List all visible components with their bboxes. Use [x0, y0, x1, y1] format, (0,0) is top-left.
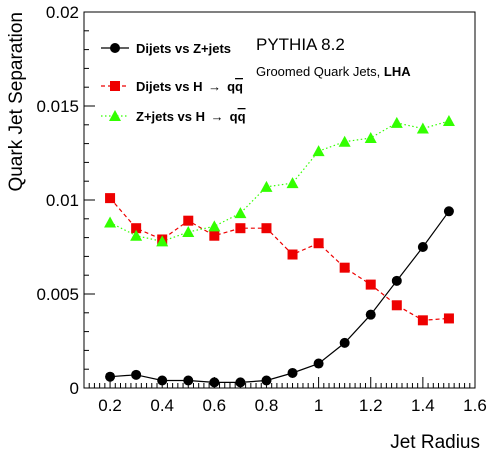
y-tick-label: 0.01 — [46, 191, 79, 210]
x-tick-label: 0.4 — [150, 396, 174, 415]
data-point-zjets-vs-h — [390, 116, 403, 128]
data-point-dijets-vs-zjets — [261, 375, 272, 386]
y-tick-label: 0.005 — [36, 285, 79, 304]
legend-label-dijets-vs-h: Dijets vs H → qq — [136, 79, 243, 94]
annotation-title: PYTHIA 8.2 — [256, 35, 345, 54]
data-point-zjets-vs-h — [364, 131, 377, 143]
annotation-subtitle-bold: LHA — [384, 64, 411, 79]
data-point-zjets-vs-h — [130, 229, 143, 241]
data-point-dijets-vs-zjets — [339, 337, 350, 348]
y-tick-label: 0 — [70, 379, 79, 398]
series-line-zjets-vs-h — [109, 120, 450, 243]
legend-label-dijets-vs-zjets: Dijets vs Z+jets — [136, 41, 231, 56]
data-point-zjets-vs-h — [442, 115, 455, 127]
data-point-zjets-vs-h — [208, 220, 221, 232]
data-point-dijets-vs-zjets — [105, 371, 116, 382]
data-point-dijets-vs-h — [417, 315, 428, 326]
data-point-zjets-vs-h — [260, 180, 273, 192]
data-point-dijets-vs-h — [131, 223, 142, 234]
legend-entry-dijets-vs-zjets: Dijets vs Z+jets — [101, 41, 231, 56]
data-point-dijets-vs-zjets — [391, 275, 402, 286]
data-point-dijets-vs-h — [183, 215, 194, 226]
data-point-dijets-vs-h — [443, 313, 454, 324]
data-point-dijets-vs-h — [365, 279, 376, 290]
x-tick-label: 1.6 — [463, 396, 487, 415]
data-point-dijets-vs-zjets — [287, 367, 298, 378]
legend-marker-triangle — [109, 110, 121, 121]
data-point-dijets-vs-h — [391, 300, 402, 311]
data-point-dijets-vs-zjets — [157, 375, 168, 386]
data-point-zjets-vs-h — [312, 145, 325, 157]
data-point-dijets-vs-zjets — [443, 206, 454, 217]
y-tick-label: 0.02 — [46, 3, 79, 22]
data-point-dijets-vs-h — [313, 238, 324, 249]
data-point-zjets-vs-h — [234, 207, 247, 219]
x-tick-label: 0.6 — [203, 396, 227, 415]
data-point-zjets-vs-h — [338, 135, 351, 147]
y-axis-title: Quark Jet Separation — [6, 12, 27, 192]
legend-entry-dijets-vs-h: Dijets vs H → qq — [101, 79, 243, 94]
data-point-zjets-vs-h — [156, 235, 169, 247]
legend: Dijets vs Z+jets Dijets vs H → qq Z+jets … — [101, 41, 246, 124]
data-point-dijets-vs-zjets — [183, 375, 194, 386]
legend-entry-zjets-vs-h: Z+jets vs H → qq — [101, 109, 246, 124]
data-point-zjets-vs-h — [286, 177, 299, 189]
data-point-dijets-vs-zjets — [417, 242, 428, 252]
data-point-dijets-vs-zjets — [313, 358, 324, 369]
data-point-dijets-vs-zjets — [131, 369, 142, 380]
data-point-dijets-vs-h — [339, 262, 350, 273]
y-axis-ticks: 0 0.005 0.01 0.015 0.02 — [36, 3, 95, 398]
x-tick-label: 0.2 — [98, 396, 122, 415]
data-point-zjets-vs-h — [104, 216, 117, 228]
y-tick-label: 0.015 — [36, 97, 79, 116]
x-tick-label: 0.8 — [255, 396, 279, 415]
annotation-subtitle-prefix: Groomed Quark Jets, — [256, 64, 384, 79]
x-axis-title: Jet Radius — [390, 432, 480, 453]
x-axis-ticks: 0.2 0.4 0.6 0.8 1 1.2 1.4 1.6 — [83, 377, 487, 415]
legend-marker-circle — [110, 43, 120, 53]
series-layer — [104, 115, 455, 388]
annotation-subtitle: Groomed Quark Jets, LHA — [256, 64, 411, 79]
data-point-zjets-vs-h — [416, 122, 429, 134]
data-point-dijets-vs-zjets — [365, 309, 376, 320]
legend-marker-square — [110, 81, 120, 91]
data-point-zjets-vs-h — [182, 225, 195, 237]
data-point-dijets-vs-h — [261, 223, 272, 234]
data-point-dijets-vs-h — [105, 193, 116, 204]
data-point-dijets-vs-h — [235, 223, 246, 234]
data-point-dijets-vs-zjets — [235, 377, 246, 388]
data-point-dijets-vs-h — [209, 230, 220, 241]
data-point-dijets-vs-h — [287, 249, 298, 260]
legend-label-zjets-vs-h: Z+jets vs H → qq — [136, 109, 246, 124]
x-tick-label: 1.4 — [411, 396, 435, 415]
x-tick-label: 1 — [314, 396, 323, 415]
x-tick-label: 1.2 — [359, 396, 383, 415]
data-point-dijets-vs-zjets — [209, 377, 220, 388]
